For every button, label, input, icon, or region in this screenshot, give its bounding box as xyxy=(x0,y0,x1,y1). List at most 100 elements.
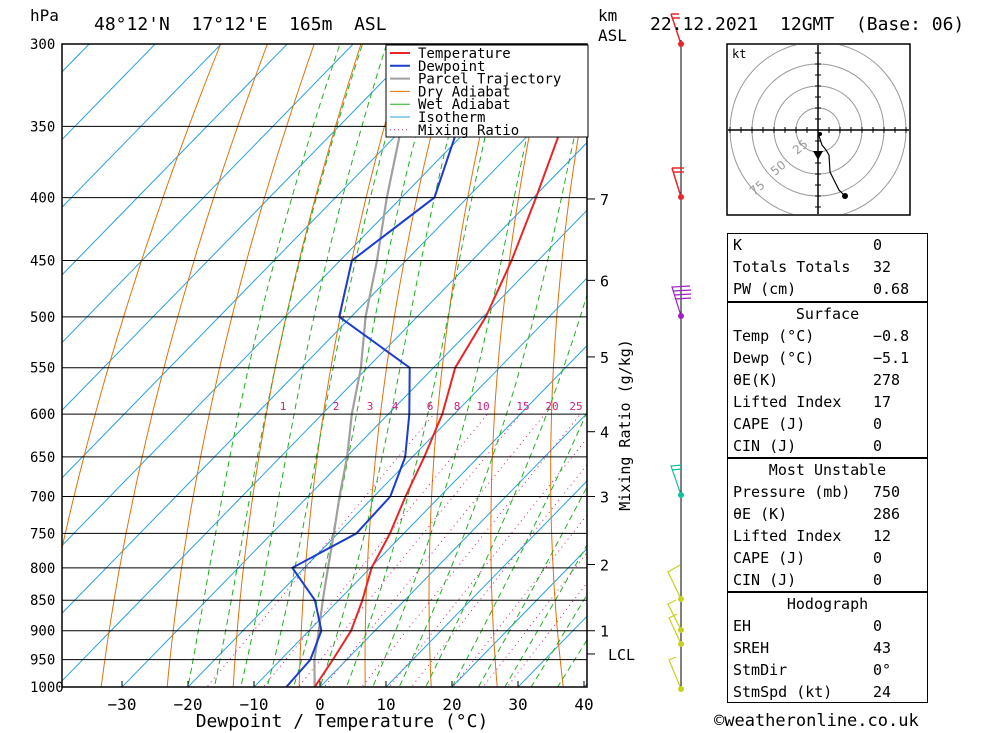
pressure-tick-label: 600 xyxy=(30,407,55,423)
mixing-ratio-label: 3 xyxy=(367,400,374,413)
legend-label: Parcel Trajectory xyxy=(418,72,561,88)
km-tick-label: 3 xyxy=(600,489,609,507)
wet-adiabat-line xyxy=(319,44,473,687)
pressure-tick-label: 950 xyxy=(30,653,55,669)
wind-barb xyxy=(670,13,682,45)
wet-adiabat-line xyxy=(293,44,442,687)
wind-barb xyxy=(671,167,684,198)
most-unstable-panel: Most Unstable Pressure (mb) 750 θE (K) 286… xyxy=(727,458,928,592)
legend-box xyxy=(385,44,589,138)
dry-adiabat-line xyxy=(922,0,1000,713)
mixing-ratio-label: 2 xyxy=(333,400,340,413)
x-tick-label: 20 xyxy=(442,695,461,714)
surface-label: CIN (J) xyxy=(733,437,797,455)
mixing-ratio-label: 25 xyxy=(569,400,582,413)
surface-label: Lifted Index xyxy=(733,393,842,411)
km-tick-label: 7 xyxy=(600,191,609,209)
legend-label: Temperature xyxy=(418,46,511,62)
hodo-value: 43 xyxy=(873,639,892,657)
mixing-ratio-line xyxy=(482,551,587,687)
unit-hpa-label: hPa xyxy=(30,6,59,25)
surface-value: 17 xyxy=(873,393,892,411)
pressure-tick-label: 1000 xyxy=(30,680,64,696)
isotherm-line xyxy=(62,44,354,344)
x-tick-label: 10 xyxy=(376,695,395,714)
most-unstable-title: Most Unstable xyxy=(768,461,887,479)
mixing-ratio-line xyxy=(361,413,581,687)
surface-value: −5.1 xyxy=(873,349,910,367)
km-tick-label: 6 xyxy=(600,272,609,290)
mixing-ratio-label: 8 xyxy=(454,400,461,413)
km-tick-label: 4 xyxy=(600,424,609,442)
mixing-ratio-label: 15 xyxy=(516,400,529,413)
mixing-ratio-label: 1 xyxy=(280,400,287,413)
mixing-ratio-label: 6 xyxy=(427,400,434,413)
surface-value: −0.8 xyxy=(873,327,910,345)
unit-asl-label: ASL xyxy=(598,26,627,45)
legend-label: Dewpoint xyxy=(418,59,485,75)
pressure-tick-label: 750 xyxy=(30,526,55,542)
index-label: PW (cm) xyxy=(733,280,797,298)
hodo-label: StmSpd (kt) xyxy=(733,683,833,701)
pressure-tick-label: 650 xyxy=(30,450,55,466)
wet-adiabat-line xyxy=(530,593,587,687)
index-label: Totals Totals xyxy=(733,258,851,276)
x-tick-label: 40 xyxy=(574,695,593,714)
mixing-ratio-axis-title: Mixing Ratio (g/kg) xyxy=(616,339,634,511)
mixing-ratio-line xyxy=(452,514,587,687)
isotherm-line xyxy=(62,44,156,141)
pressure-tick-label: 400 xyxy=(30,191,55,207)
isotherm-line xyxy=(253,344,587,687)
wind-barb xyxy=(671,285,692,317)
hodo-label: EH xyxy=(733,617,752,635)
x-tick-label: −30 xyxy=(108,695,137,714)
mu-label: Pressure (mb) xyxy=(733,483,851,501)
isotherm-line xyxy=(121,209,587,687)
wet-adiabat-line xyxy=(213,44,364,687)
isotherm-line xyxy=(451,547,587,687)
x-tick-label: −20 xyxy=(174,695,203,714)
hodo-value: 0 xyxy=(873,617,883,635)
mixing-ratio-label: 20 xyxy=(545,400,558,413)
wet-adiabat-line xyxy=(398,73,587,687)
pressure-tick-label: 350 xyxy=(30,119,55,135)
isotherm-line xyxy=(187,277,587,687)
legend-label: Wet Adiabat xyxy=(418,97,511,113)
isotherm-line xyxy=(62,44,222,208)
wind-barb xyxy=(667,564,682,600)
mixing-ratio-label: 10 xyxy=(476,400,489,413)
mixing-ratio-line xyxy=(410,463,587,687)
wind-barb xyxy=(667,599,682,631)
wet-adiabat-line xyxy=(425,293,587,687)
surface-label: CAPE (J) xyxy=(733,415,806,433)
index-value: 32 xyxy=(873,258,892,276)
isotherm-line xyxy=(62,141,587,682)
isotherm-line xyxy=(385,480,587,687)
hodograph-point xyxy=(818,132,822,136)
x-tick-label: −10 xyxy=(240,695,269,714)
surface-value: 0 xyxy=(873,415,883,433)
surface-value: 0 xyxy=(873,437,883,455)
wet-adiabat-line xyxy=(240,44,388,687)
mixing-ratio-line xyxy=(206,413,435,687)
hodo-value: 24 xyxy=(873,683,892,701)
isotherm-line xyxy=(62,44,90,73)
km-tick-label: 5 xyxy=(600,349,609,367)
pressure-tick-label: 500 xyxy=(30,310,55,326)
x-tick-label: 30 xyxy=(508,695,527,714)
dry-adiabat-line xyxy=(665,0,706,713)
datetime-title: 22.12.2021 12GMT (Base: 06) xyxy=(650,14,965,35)
km-tick-label: 1 xyxy=(600,623,609,641)
copyright-text[interactable]: ©weatheronline.co.uk xyxy=(714,711,919,731)
pressure-tick-label: 800 xyxy=(30,561,55,577)
dry-adiabat-line xyxy=(62,44,222,551)
mu-value: 750 xyxy=(873,483,901,501)
surface-title: Surface xyxy=(795,305,860,323)
hodo-label: StmDir xyxy=(733,661,788,679)
legend-label: Mixing Ratio xyxy=(418,123,519,139)
mu-value: 0 xyxy=(873,549,883,567)
mu-value: 12 xyxy=(873,527,892,545)
hodograph-table-panel: Hodograph EH 0 SREH 43 StmDir 0° StmSpd (kt… xyxy=(727,592,928,703)
